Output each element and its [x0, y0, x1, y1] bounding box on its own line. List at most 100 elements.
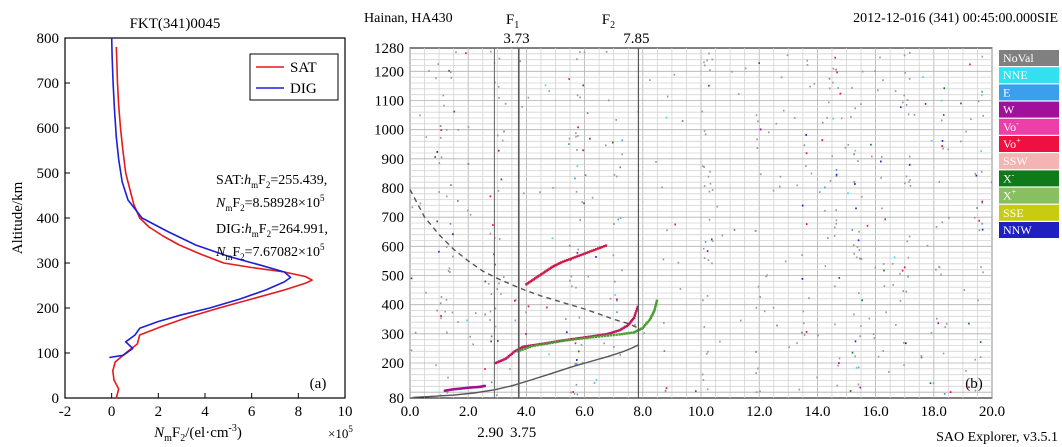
- echo-dot: [436, 151, 439, 153]
- echo-dot: [577, 248, 579, 251]
- trace-dot-trace-O: [628, 322, 631, 326]
- trace-dot-trace-X: [531, 344, 534, 348]
- echo-dot: [500, 178, 503, 181]
- echo-dot: [570, 275, 573, 278]
- echo-dot: [755, 229, 757, 232]
- trace-dot-trace-O: [499, 359, 503, 362]
- trace-dot-trace-X: [634, 330, 637, 333]
- panel-b-y-tick-label: 400: [382, 298, 405, 314]
- trace-dot-trace-O: [522, 345, 525, 348]
- echo-dot: [502, 276, 505, 278]
- echo-dot: [498, 282, 500, 285]
- echo-dot: [805, 134, 807, 136]
- trace-dot-trace-X: [655, 301, 658, 304]
- echo-dot: [706, 295, 709, 297]
- echo-dot: [455, 51, 457, 54]
- echo-dot: [851, 229, 854, 231]
- echo-dot: [856, 246, 859, 248]
- trace-dot-trace-O: [526, 344, 529, 348]
- trace-dot-trace-F2-upper: [557, 262, 560, 265]
- legend-label-e: E: [1003, 85, 1010, 99]
- trace-dot-trace-O: [519, 347, 522, 350]
- echo-dot: [701, 110, 704, 113]
- echo-dot: [574, 177, 576, 180]
- echo-dot: [703, 64, 706, 67]
- trace-dot-trace-X: [557, 340, 560, 343]
- echo-dot: [438, 250, 440, 253]
- echo-dot: [445, 246, 448, 248]
- marker-value-f1: 3.73: [503, 31, 529, 47]
- echo-dot: [615, 119, 617, 121]
- trace-dot-trace-O: [618, 329, 621, 332]
- echo-dot: [826, 116, 828, 119]
- panel-a-x-axis-label: NmF2/(el·cm-3): [153, 423, 242, 444]
- echo-dot: [496, 288, 498, 290]
- echo-dot: [941, 145, 943, 147]
- trace-dot-trace-X: [554, 341, 557, 344]
- echo-dot: [514, 319, 517, 322]
- echo-dot: [525, 333, 527, 335]
- trace-dot-trace-low: [477, 385, 480, 389]
- trace-dot-trace-F2-upper: [595, 248, 598, 251]
- echo-dot: [447, 376, 449, 379]
- trace-dot-trace-low: [462, 387, 465, 390]
- echo-dot: [872, 333, 875, 335]
- trace-dot-trace-low: [468, 386, 471, 389]
- echo-dot: [702, 379, 705, 381]
- echo-dot: [882, 263, 885, 265]
- trace-dot-trace-X: [528, 345, 531, 349]
- echo-dot: [779, 185, 781, 188]
- trace-dot-trace-low: [446, 389, 449, 392]
- echo-dot: [489, 195, 492, 198]
- echo-dot: [938, 265, 940, 268]
- echo-dot: [677, 261, 680, 264]
- trace-dot-trace-X: [630, 331, 633, 334]
- echo-dot: [947, 148, 950, 151]
- trace-dot-trace-X: [539, 343, 543, 346]
- echo-dot: [613, 223, 615, 225]
- echo-dot: [703, 166, 705, 168]
- panel-b-axis-ticks: 0.0 2.0 4.0 6.0 8.0 10.0 12.0 14.0 16.0 18.0 20.0 8…: [374, 41, 1005, 420]
- echo-dot: [703, 130, 706, 132]
- echo-dot: [612, 254, 615, 257]
- echo-dot: [444, 310, 446, 313]
- echo-dot: [575, 383, 578, 386]
- echo-dot: [498, 97, 500, 99]
- echo-dot: [451, 311, 454, 314]
- echo-dot: [977, 100, 980, 103]
- echo-dot: [704, 133, 707, 136]
- echo-dot: [829, 180, 832, 182]
- panel-a-x-tick-label: 6: [248, 404, 256, 420]
- echo-dot: [899, 300, 902, 302]
- trace-dot-trace-X: [649, 316, 652, 319]
- echo-dot: [965, 130, 967, 133]
- trace-dot-trace-F2-upper: [538, 274, 541, 277]
- echo-dot: [733, 229, 736, 231]
- echo-dot: [980, 266, 982, 268]
- echo-dot: [874, 70, 876, 72]
- echo-dot: [883, 269, 885, 272]
- echo-dot: [853, 153, 855, 156]
- echo-dot: [980, 170, 983, 173]
- echo-dot: [755, 391, 758, 394]
- echo-dot: [909, 51, 911, 54]
- echo-dot: [834, 323, 836, 326]
- echo-dot: [827, 237, 829, 239]
- echo-dot: [960, 140, 962, 143]
- panel-a-x-tick-label: 0: [108, 404, 116, 420]
- trace-dot-trace-X: [518, 349, 522, 352]
- echo-dot: [643, 332, 646, 334]
- echo-dot: [757, 285, 760, 288]
- trace-dot-trace-X: [654, 305, 657, 308]
- trace-dot-trace-O: [516, 348, 519, 351]
- trace-dot-trace-low: [483, 384, 486, 388]
- echo-dot: [489, 310, 492, 313]
- echo-dot: [798, 388, 801, 391]
- echo-dot: [702, 299, 704, 302]
- echo-dot: [457, 321, 459, 323]
- trace-dot-trace-X: [574, 338, 578, 341]
- echo-dot: [586, 112, 589, 115]
- echo-dot: [703, 185, 706, 187]
- echo-dot: [539, 191, 541, 194]
- echo-dot: [802, 310, 805, 313]
